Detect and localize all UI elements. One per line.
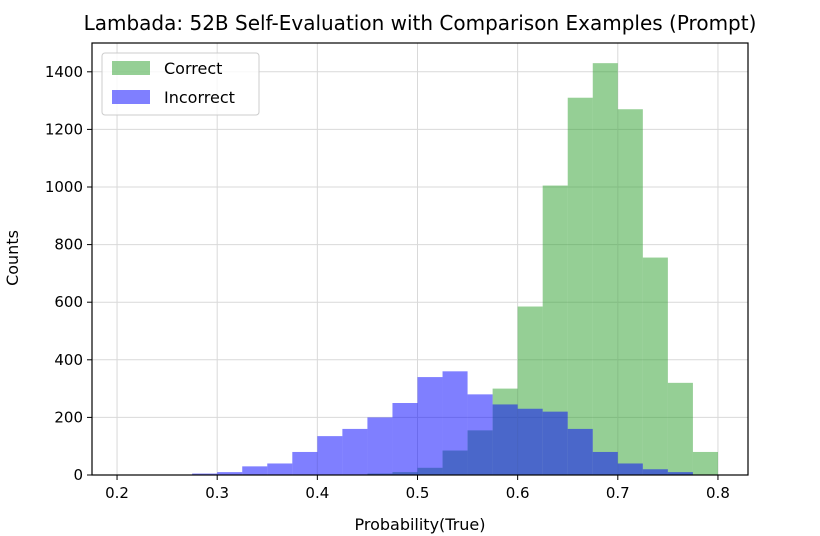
incorrect-bar xyxy=(242,466,268,475)
x-axis-label: Probability(True) xyxy=(354,515,485,534)
incorrect-bar xyxy=(292,451,318,475)
incorrect-bar xyxy=(317,436,343,475)
incorrect-bar xyxy=(667,472,693,475)
correct-bar xyxy=(617,109,643,476)
y-axis-label: Counts xyxy=(3,230,22,286)
y-tick-label: 400 xyxy=(54,351,83,369)
plot-frame xyxy=(91,42,749,476)
legend-label: Incorrect xyxy=(164,88,235,107)
correct-bar xyxy=(667,382,693,475)
y-tick-label: 1000 xyxy=(45,178,83,196)
incorrect-bar xyxy=(517,408,543,475)
y-tick-label: 0 xyxy=(73,466,83,484)
legend-swatch xyxy=(112,90,150,104)
incorrect-bar xyxy=(342,428,368,475)
y-tick-label: 800 xyxy=(54,236,83,254)
incorrect-bar xyxy=(392,403,418,475)
legend-swatch xyxy=(112,61,150,75)
x-axis: 0.2 0.3 0.4 0.5 0.6 0.7 0.8 xyxy=(105,475,730,502)
incorrect-bar xyxy=(192,473,218,475)
incorrect-bar xyxy=(617,463,643,475)
bars xyxy=(192,63,718,476)
x-tick-label: 0.4 xyxy=(305,484,329,502)
y-tick-label: 1200 xyxy=(45,120,83,138)
x-tick-label: 0.6 xyxy=(506,484,530,502)
incorrect-bar xyxy=(467,394,493,475)
incorrect-bar xyxy=(442,371,468,475)
incorrect-bar xyxy=(542,411,568,475)
incorrect-bar xyxy=(642,469,668,475)
incorrect-bar xyxy=(367,417,393,475)
y-tick-label: 1400 xyxy=(45,63,83,81)
legend-label: Correct xyxy=(164,59,222,78)
correct-bar xyxy=(642,257,668,475)
correct-bar xyxy=(692,451,718,475)
incorrect-bar xyxy=(567,428,593,475)
chart-title: Lambada: 52B Self-Evaluation with Compar… xyxy=(84,11,757,35)
legend: Correct Incorrect xyxy=(101,52,260,116)
x-tick-label: 0.2 xyxy=(105,484,129,502)
incorrect-bar xyxy=(417,377,443,475)
incorrect-bar xyxy=(492,404,518,475)
correct-bar xyxy=(567,97,593,475)
incorrect-bar xyxy=(592,451,618,475)
x-tick-label: 0.8 xyxy=(706,484,730,502)
y-tick-label: 200 xyxy=(54,408,83,426)
x-tick-label: 0.3 xyxy=(205,484,229,502)
x-tick-label: 0.7 xyxy=(606,484,630,502)
incorrect-bar xyxy=(217,472,243,475)
x-tick-label: 0.5 xyxy=(406,484,430,502)
correct-bar xyxy=(592,63,618,475)
y-tick-label: 600 xyxy=(54,293,83,311)
incorrect-bar xyxy=(267,463,293,475)
y-axis: 0 200 400 600 800 1000 1200 1400 xyxy=(45,63,92,484)
